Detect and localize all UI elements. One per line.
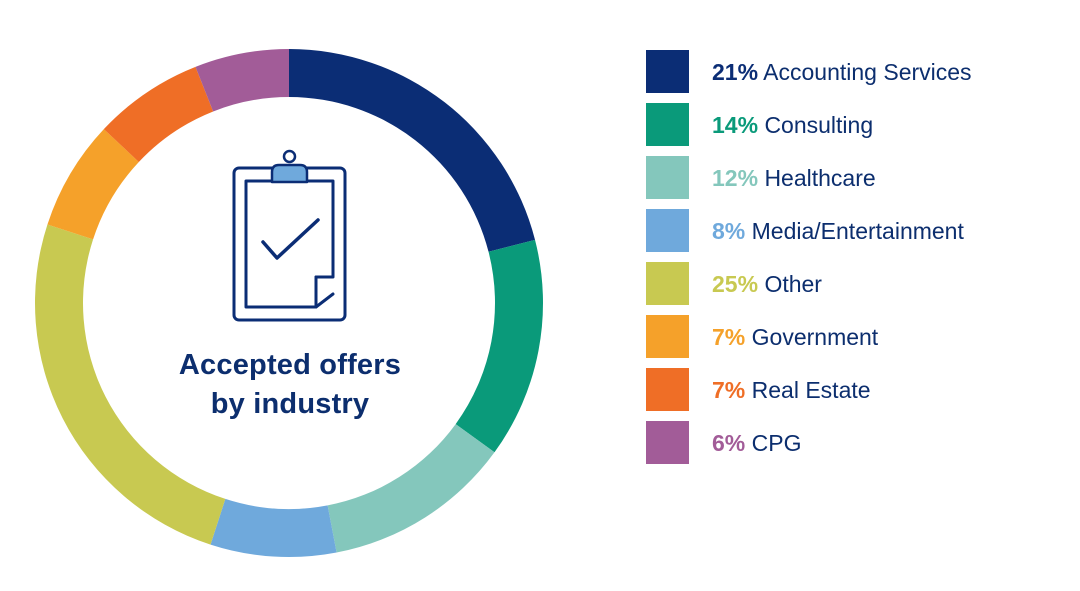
- donut-slices: [35, 49, 543, 558]
- legend-percent: 14%: [712, 112, 759, 138]
- clipboard-check-icon: [232, 149, 347, 322]
- legend-swatch: [646, 368, 689, 411]
- legend-text: 6% CPG: [712, 428, 801, 458]
- legend-text: 25% Other: [712, 269, 822, 299]
- legend-label: Real Estate: [751, 377, 871, 403]
- legend-percent: 21%: [712, 59, 759, 85]
- legend-label: Media/Entertainment: [751, 218, 964, 244]
- donut-slice-other: [35, 224, 226, 545]
- donut-chart: [35, 49, 543, 558]
- legend-item-government: 7% Government: [646, 315, 1076, 359]
- legend-swatch: [646, 103, 689, 146]
- legend-percent: 6%: [712, 430, 746, 456]
- legend-label: Consulting: [764, 112, 874, 138]
- legend-item-real-estate: 7% Real Estate: [646, 368, 1076, 412]
- legend-item-consulting: 14% Consulting: [646, 103, 1076, 147]
- legend-text: 7% Real Estate: [712, 375, 871, 405]
- legend-label: CPG: [751, 430, 802, 456]
- legend-label: Accounting Services: [763, 59, 972, 85]
- donut-slice-government: [47, 129, 139, 240]
- donut-slice-healthcare: [327, 424, 495, 553]
- chart-title: Accepted offers by industry: [140, 346, 440, 424]
- legend-item-accounting-services: 21% Accounting Services: [646, 50, 1076, 94]
- legend-item-media-entertainment: 8% Media/Entertainment: [646, 209, 1076, 253]
- legend-percent: 25%: [712, 271, 759, 297]
- legend-percent: 8%: [712, 218, 746, 244]
- donut-slice-accounting-services: [289, 49, 536, 252]
- legend-label: Other: [764, 271, 822, 297]
- legend-swatch: [646, 421, 689, 464]
- legend-label: Healthcare: [764, 165, 876, 191]
- legend-item-other: 25% Other: [646, 262, 1076, 306]
- legend-text: 14% Consulting: [712, 110, 873, 140]
- legend-text: 12% Healthcare: [712, 163, 876, 193]
- legend: 21% Accounting Services 14% Consulting 1…: [646, 50, 1076, 474]
- legend-percent: 7%: [712, 324, 746, 350]
- legend-item-cpg: 6% CPG: [646, 421, 1076, 465]
- legend-percent: 12%: [712, 165, 759, 191]
- legend-percent: 7%: [712, 377, 746, 403]
- legend-text: 7% Government: [712, 322, 878, 352]
- donut-slice-consulting: [455, 239, 543, 453]
- donut-slice-real-estate: [103, 66, 214, 162]
- legend-swatch: [646, 315, 689, 358]
- legend-label: Government: [751, 324, 879, 350]
- legend-swatch: [646, 209, 689, 252]
- legend-swatch: [646, 156, 689, 199]
- legend-swatch: [646, 262, 689, 305]
- chart-title-line-1: Accepted offers: [178, 349, 402, 381]
- donut-slice-cpg: [195, 49, 289, 112]
- donut-slice-media-entertainment: [210, 498, 337, 558]
- legend-item-healthcare: 12% Healthcare: [646, 156, 1076, 200]
- chart-title-line-2: by industry: [210, 388, 370, 420]
- legend-text: 8% Media/Entertainment: [712, 216, 964, 246]
- legend-text: 21% Accounting Services: [712, 57, 972, 87]
- legend-swatch: [646, 50, 689, 93]
